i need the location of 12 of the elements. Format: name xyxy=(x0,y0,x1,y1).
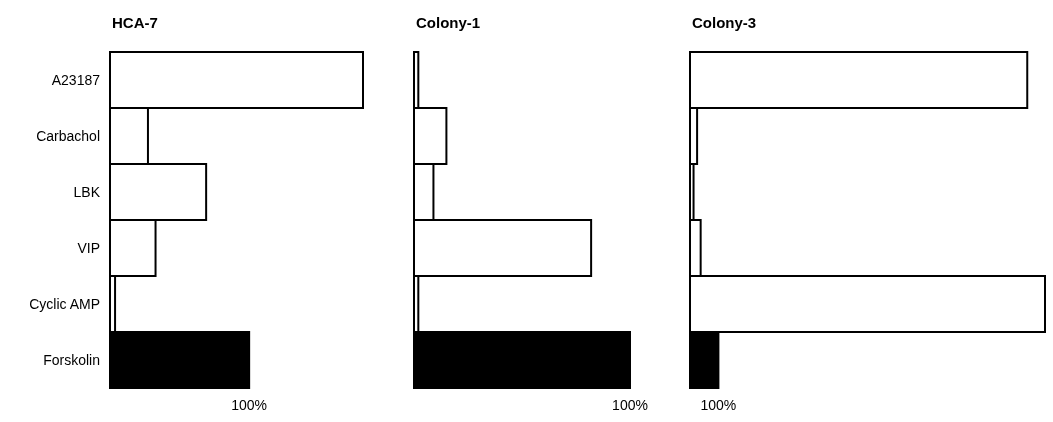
y-tick-label: Carbachol xyxy=(36,127,100,144)
y-tick-label: A23187 xyxy=(51,71,101,88)
y-tick-label: LBK xyxy=(73,183,101,200)
chart-title: HCA-7 xyxy=(112,14,158,31)
text: 100% xyxy=(612,397,648,413)
chart-title: Colony-3 xyxy=(692,14,757,31)
y-tick-label: Forskolin xyxy=(43,351,100,368)
y-tick-label: Cyclic AMP xyxy=(29,295,100,312)
y-tick-label: VIP xyxy=(77,239,100,256)
chart-title: Colony-1 xyxy=(416,14,481,31)
text: 100% xyxy=(700,397,737,413)
text: 100% xyxy=(231,397,268,413)
